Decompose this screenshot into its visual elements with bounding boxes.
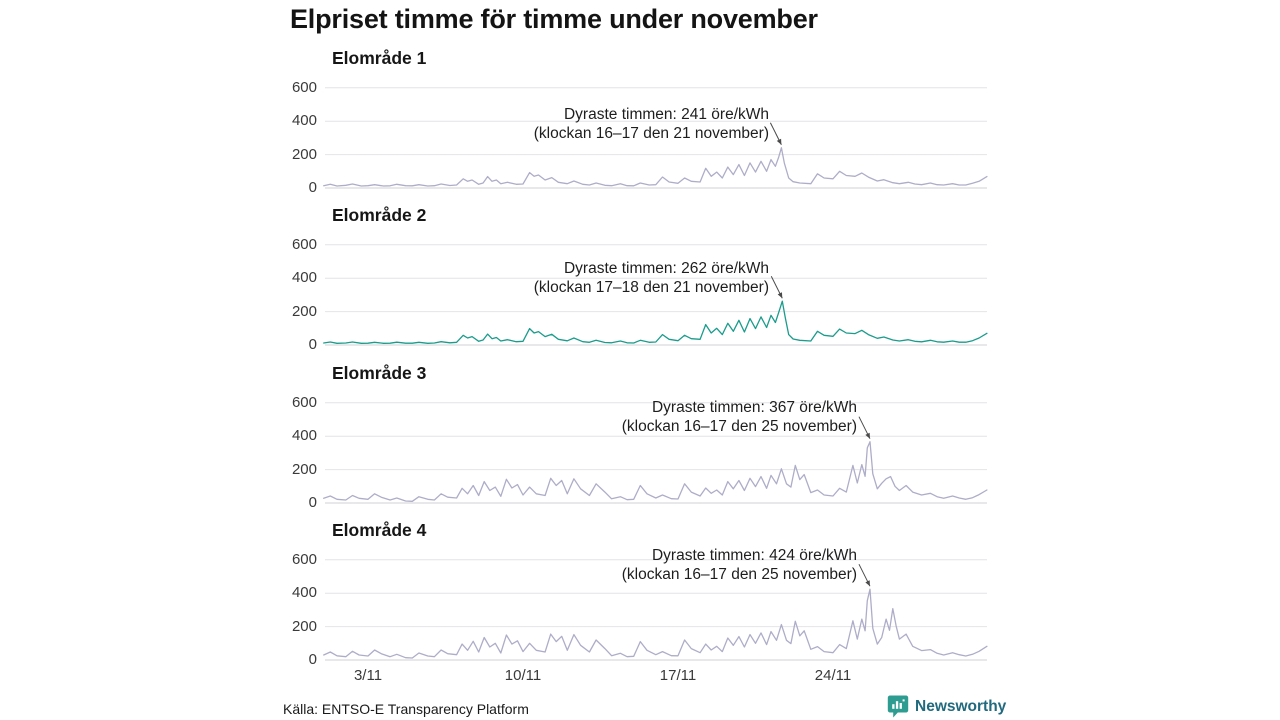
y-tick-label: 600 xyxy=(291,78,317,96)
y-tick-label: 0 xyxy=(308,336,317,353)
annotation-arrowhead xyxy=(865,580,870,587)
page-title: Elpriset timme för timme under november xyxy=(290,4,818,34)
chart-title-elomrade-4: Elområde 4 xyxy=(332,520,427,540)
annotation-arrow xyxy=(769,122,782,145)
y-tick-label: 0 xyxy=(308,494,317,511)
annotation-line1: Dyraste timmen: 367 öre/kWh xyxy=(651,399,857,416)
chart-title-elomrade-2: Elområde 2 xyxy=(332,205,427,225)
x-tick-label-3-11: 3/11 xyxy=(353,667,383,684)
y-tick-label: 200 xyxy=(291,617,317,635)
annotation-line2: (klockan 16–17 den 21 november) xyxy=(533,124,769,142)
annotation-arrowhead xyxy=(865,432,870,439)
y-tick-label: 200 xyxy=(291,302,317,320)
y-tick-label: 400 xyxy=(291,427,317,445)
annotation-arrow xyxy=(770,276,783,299)
y-tick-label: 200 xyxy=(291,145,317,163)
line-series-4 xyxy=(323,588,988,659)
x-tick-label-24-11: 24/11 xyxy=(814,667,852,684)
annotation-max-elomrade-2: Dyraste timmen: 262 öre/kWh (klockan 17–… xyxy=(534,260,769,297)
y-tick-label: 600 xyxy=(291,550,317,568)
annotation-line1: Dyraste timmen: 424 öre/kWh xyxy=(651,547,857,564)
annotation-line1: Dyraste timmen: 262 öre/kWh xyxy=(563,260,769,277)
x-tick-label-17-11: 17/11 xyxy=(659,667,697,684)
newsworthy-brand: Newsworthy xyxy=(887,695,1006,718)
annotation-line2: (klockan 17–18 den 21 november) xyxy=(533,278,769,296)
annotation-arrow xyxy=(858,563,871,587)
annotation-max-elomrade-1: Dyraste timmen: 241 öre/kWh (klockan 16–… xyxy=(534,106,769,143)
chart-title-elomrade-3: Elområde 3 xyxy=(332,363,427,383)
y-tick-label: 600 xyxy=(291,235,317,253)
annotation-arrowhead xyxy=(777,292,783,299)
annotation-line2: (klockan 16–17 den 25 november) xyxy=(621,417,857,435)
y-tick-label: 400 xyxy=(291,269,317,287)
y-tick-label: 200 xyxy=(291,460,317,478)
y-tick-label: 0 xyxy=(308,179,317,196)
annotation-line1: Dyraste timmen: 241 öre/kWh xyxy=(563,106,769,123)
newsworthy-logo-icon xyxy=(887,695,909,718)
newsworthy-wordmark: Newsworthy xyxy=(915,697,1007,715)
x-tick-label-10-11: 10/11 xyxy=(504,667,542,684)
chart-title-elomrade-1: Elområde 1 xyxy=(332,48,427,68)
annotation-arrowhead xyxy=(776,138,782,145)
y-tick-label: 600 xyxy=(291,393,317,411)
annotation-arrow xyxy=(858,416,871,439)
y-tick-label: 400 xyxy=(291,112,317,130)
y-tick-label: 400 xyxy=(291,584,317,602)
annotation-max-elomrade-3: Dyraste timmen: 367 öre/kWh (klockan 16–… xyxy=(622,399,857,436)
y-tick-label: 0 xyxy=(308,651,317,668)
source-credit: Källa: ENTSO-E Transparency Platform xyxy=(283,701,529,717)
annotation-line2: (klockan 16–17 den 25 november) xyxy=(621,565,857,583)
line-series-2 xyxy=(323,300,988,344)
line-series-3 xyxy=(323,441,988,502)
line-series-1 xyxy=(323,147,988,187)
annotation-max-elomrade-4: Dyraste timmen: 424 öre/kWh (klockan 16–… xyxy=(622,547,857,584)
